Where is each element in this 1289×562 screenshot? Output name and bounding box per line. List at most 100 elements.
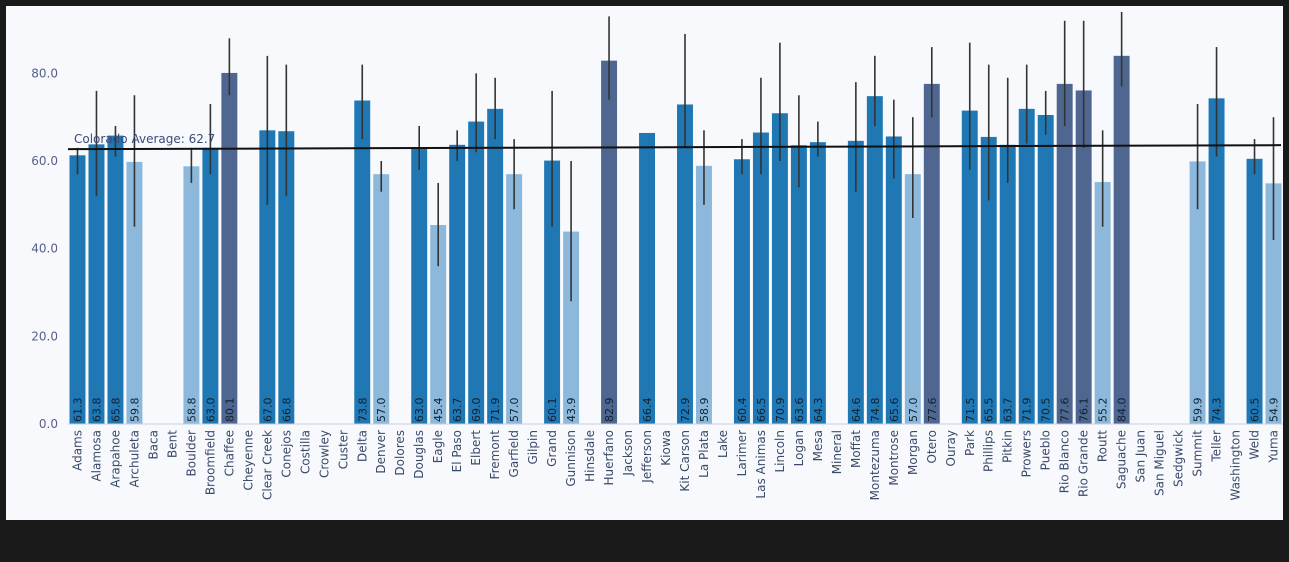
value-label: 63.6 bbox=[793, 398, 806, 423]
category-label: Custer bbox=[336, 430, 350, 469]
category-label: Alamosa bbox=[89, 430, 103, 482]
category-label: Douglas bbox=[412, 430, 426, 479]
value-label: 66.4 bbox=[641, 398, 654, 423]
value-label: 84.0 bbox=[1116, 398, 1129, 423]
category-label: Broomfield bbox=[203, 430, 217, 495]
value-label: 66.8 bbox=[280, 398, 293, 423]
category-label: Phillips bbox=[982, 430, 996, 472]
category-label: Washington bbox=[1229, 430, 1243, 501]
x-axis-labels: Adams Alamosa Arapahoe Archuleta Baca Bent Bou… bbox=[70, 430, 1280, 501]
category-label: Arapahoe bbox=[108, 430, 122, 488]
category-label: Chaffee bbox=[222, 430, 236, 476]
category-label: Sedgwick bbox=[1172, 430, 1186, 487]
value-label: 64.6 bbox=[850, 398, 863, 423]
bar bbox=[88, 144, 105, 424]
category-label: La Plata bbox=[697, 430, 711, 478]
value-label: 58.9 bbox=[698, 398, 711, 423]
category-label: Weld bbox=[1248, 430, 1262, 460]
value-label: 69.0 bbox=[470, 398, 483, 423]
category-label: Jefferson bbox=[640, 430, 654, 484]
category-label: Huerfano bbox=[602, 430, 616, 485]
category-label: Archuleta bbox=[127, 430, 141, 487]
category-label: Costilla bbox=[298, 430, 312, 474]
value-label: 67.0 bbox=[261, 398, 274, 423]
category-label: Denver bbox=[374, 430, 388, 474]
bar bbox=[1075, 90, 1092, 424]
bar bbox=[1189, 161, 1206, 424]
bar bbox=[259, 130, 276, 424]
category-label: Ouray bbox=[944, 430, 958, 466]
bar bbox=[885, 136, 902, 424]
bar bbox=[752, 132, 769, 424]
category-label: Crowley bbox=[317, 430, 331, 478]
value-label: 70.5 bbox=[1040, 398, 1053, 423]
category-label: Las Animas bbox=[754, 430, 768, 499]
bar bbox=[1113, 55, 1130, 425]
bar bbox=[1094, 182, 1111, 424]
category-label: Moffat bbox=[849, 430, 863, 468]
category-label: Clear Creek bbox=[260, 430, 274, 500]
bar bbox=[278, 131, 295, 424]
value-label: 66.5 bbox=[755, 398, 768, 423]
value-label: 63.7 bbox=[1002, 398, 1015, 423]
bar bbox=[107, 135, 124, 424]
bar bbox=[449, 144, 466, 424]
category-label: Rio Blanco bbox=[1058, 430, 1072, 493]
bar bbox=[563, 231, 580, 424]
bar bbox=[980, 136, 997, 424]
y-tick-label: 40.0 bbox=[31, 242, 58, 256]
bar bbox=[69, 155, 86, 424]
bar bbox=[506, 174, 523, 424]
bar bbox=[601, 60, 618, 424]
bar bbox=[904, 174, 921, 424]
value-label: 54.9 bbox=[1268, 398, 1281, 423]
category-label: Yuma bbox=[1267, 430, 1281, 464]
category-label: Lincoln bbox=[773, 430, 787, 473]
value-label: 71.5 bbox=[964, 398, 977, 423]
bar bbox=[430, 225, 447, 424]
category-label: Hinsdale bbox=[583, 430, 597, 482]
bar bbox=[202, 147, 219, 424]
value-label: 74.3 bbox=[1211, 398, 1224, 423]
category-label: Mesa bbox=[811, 430, 825, 461]
value-label: 59.8 bbox=[128, 398, 141, 423]
category-label: Otero bbox=[925, 430, 939, 464]
category-label: Larimer bbox=[735, 430, 749, 476]
bar bbox=[1246, 158, 1263, 425]
value-label: 55.2 bbox=[1097, 398, 1110, 423]
value-label: 76.1 bbox=[1078, 398, 1091, 423]
value-label: 82.9 bbox=[603, 398, 616, 423]
bar bbox=[790, 145, 807, 424]
category-label: Rio Grande bbox=[1077, 430, 1091, 497]
bar bbox=[544, 160, 561, 424]
bar bbox=[468, 121, 485, 425]
category-label: Park bbox=[963, 430, 977, 456]
value-label: 45.4 bbox=[432, 398, 445, 423]
value-label: 59.9 bbox=[1192, 398, 1205, 423]
value-label: 64.3 bbox=[812, 398, 825, 423]
average-layer: Colorado Average: 62.7 bbox=[67, 132, 1282, 151]
value-label: 63.0 bbox=[204, 398, 217, 423]
value-label: 72.9 bbox=[679, 398, 692, 423]
category-label: Elbert bbox=[469, 430, 483, 466]
bar bbox=[1208, 98, 1225, 425]
value-label: 57.0 bbox=[375, 398, 388, 423]
category-label: Gunnison bbox=[564, 430, 578, 487]
y-tick-label: 0.0 bbox=[39, 417, 58, 431]
category-label: Pitkin bbox=[1001, 430, 1015, 463]
y-tick-label: 60.0 bbox=[31, 154, 58, 168]
value-label: 63.8 bbox=[90, 398, 103, 423]
y-tick-label: 80.0 bbox=[31, 66, 58, 80]
category-label: Grand bbox=[545, 430, 559, 467]
category-label: Adams bbox=[70, 430, 84, 471]
category-label: Logan bbox=[792, 430, 806, 466]
value-label: 60.5 bbox=[1249, 398, 1262, 423]
category-label: Jackson bbox=[621, 430, 635, 477]
category-label: Montezuma bbox=[868, 430, 882, 500]
category-label: Bent bbox=[165, 430, 179, 458]
bar bbox=[999, 144, 1016, 424]
category-label: Kiowa bbox=[659, 430, 673, 466]
bar bbox=[126, 161, 143, 424]
